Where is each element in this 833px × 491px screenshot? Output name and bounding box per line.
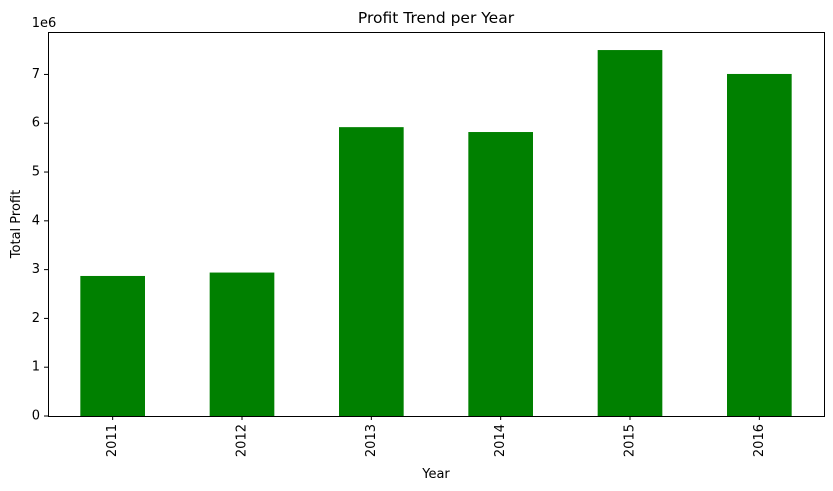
x-tick-label-2012: 2012	[235, 424, 250, 457]
x-tick-label-2015: 2015	[623, 424, 638, 457]
bar-2014	[468, 132, 533, 417]
x-ticks-group: 2011 2012 2013 2014 2015 2016	[105, 416, 767, 457]
y-tick-label-2: 2	[32, 311, 40, 326]
y-tick-label-6: 6	[32, 116, 40, 131]
bar-2016	[727, 73, 792, 416]
y-tick-label-3: 3	[32, 262, 40, 277]
x-tick-label-2016: 2016	[752, 424, 767, 457]
bar-2011	[80, 275, 145, 416]
bar-2013	[339, 127, 404, 417]
x-axis-label: Year	[421, 467, 450, 482]
y-axis-offset-label: 1e6	[32, 16, 57, 31]
x-tick-label-2014: 2014	[493, 424, 508, 457]
y-ticks-group: 0 1 2 3 4 5 6 7	[32, 67, 48, 424]
x-tick-label-2011: 2011	[105, 424, 120, 457]
y-tick-label-7: 7	[32, 67, 40, 82]
bar-2015	[597, 50, 663, 416]
y-tick-label-0: 0	[32, 409, 40, 424]
plot-frame	[48, 32, 825, 417]
y-tick-label-1: 1	[32, 360, 40, 375]
y-tick-label-4: 4	[32, 213, 40, 228]
bars-group	[80, 50, 792, 417]
bar-2012	[209, 272, 275, 416]
y-axis-label: Total Profit	[9, 190, 24, 259]
chart-title: Profit Trend per Year	[358, 9, 515, 27]
y-tick-label-5: 5	[32, 165, 40, 180]
x-tick-label-2013: 2013	[364, 424, 379, 457]
